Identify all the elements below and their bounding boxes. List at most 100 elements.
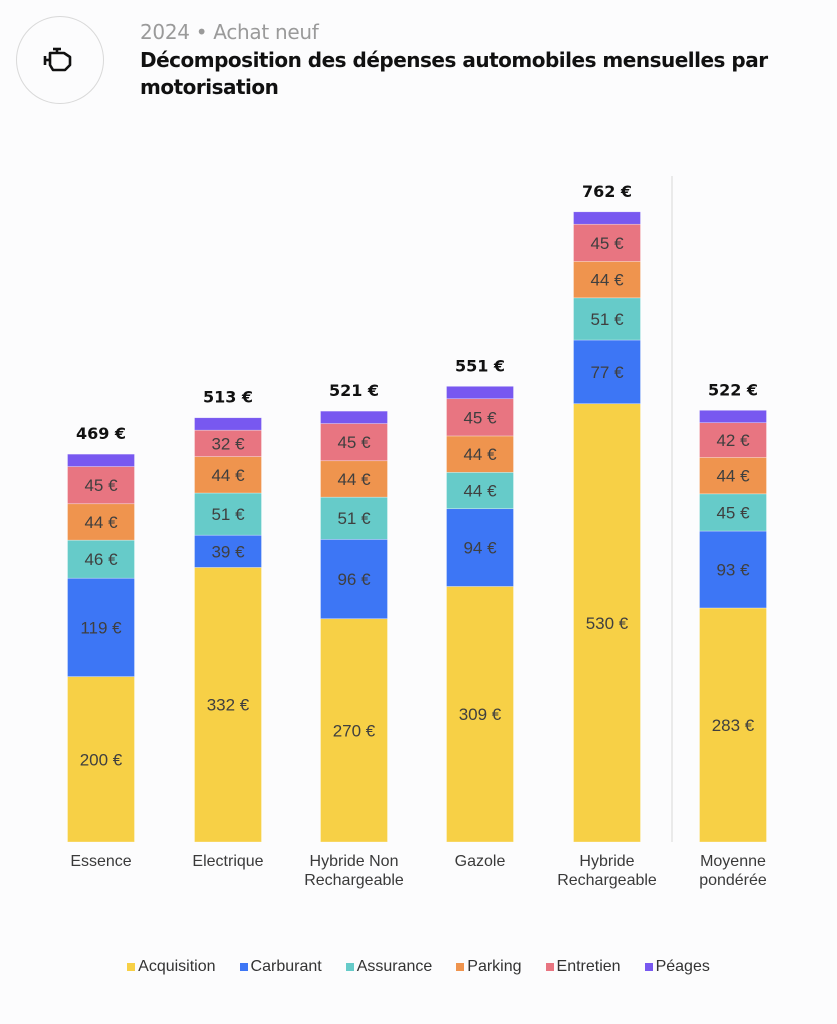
segment-value-label: 44 € [337,470,371,489]
segment-value-label: 93 € [716,561,750,580]
segment-value-label: 200 € [80,750,123,769]
bar-segment-péages [194,417,262,431]
legend-item[interactable]: Entretien [545,958,621,976]
bar-total-label: 513 € [203,388,253,407]
legend-item[interactable]: Péages [644,958,710,976]
legend-label: Assurance [356,958,433,975]
bar-segment-assurance [699,493,767,532]
legend-item[interactable]: Assurance [345,958,433,976]
segment-value-label: 44 € [463,445,497,464]
segment-value-label: 46 € [84,550,118,569]
bar-segment-carburant [699,530,767,609]
bar-segment-assurance [446,472,514,510]
bar-segment-entretien [320,423,388,462]
segment-value-label: 32 € [211,434,245,453]
bar-segment-parking [699,457,767,495]
segment-value-label: 45 € [84,476,118,495]
segment-value-label: 44 € [716,467,750,486]
segment-value-label: 44 € [84,513,118,532]
bar-segment-péages [573,211,641,225]
category-tick-label: pondérée [699,872,767,889]
bar-segment-acquisition [320,618,388,843]
segment-value-label: 45 € [590,234,624,253]
chart-legend: Acquisition Carburant Assurance Parking Entr… [0,958,837,976]
bar-segment-parking [194,456,262,494]
segment-value-label: 51 € [211,505,245,524]
bar-segment-parking [320,460,388,498]
legend-swatch [239,963,248,971]
bar-segment-entretien [699,422,767,458]
bar-total-label: 469 € [76,424,126,443]
category-tick-label: Rechargeable [557,872,657,889]
bar-segment-carburant [320,539,388,620]
legend-item[interactable]: Carburant [239,958,322,976]
legend-label: Entretien [556,958,621,975]
bar-total-label: 521 € [329,381,379,400]
bar-segment-péages [699,410,767,424]
legend-item[interactable]: Parking [456,958,522,976]
bar-segment-péages [67,453,135,467]
bar-segment-assurance [573,297,641,341]
bar-segment-acquisition [573,403,641,843]
legend-swatch [345,963,354,971]
category-tick-label: Electrique [192,853,263,870]
legend-label: Parking [467,958,522,975]
category-tick-label: Rechargeable [304,872,404,889]
segment-value-label: 283 € [712,716,755,735]
bar-segment-carburant [194,534,262,568]
bar-segment-entretien [446,398,514,437]
segment-value-label: 94 € [463,539,497,558]
legend-item[interactable]: Acquisition [127,958,216,976]
bar-segment-carburant [446,508,514,587]
bar-segment-parking [67,503,135,541]
segment-value-label: 44 € [590,271,624,290]
bar-segment-acquisition [446,586,514,843]
segment-value-label: 44 € [211,466,245,485]
bar-segment-parking [446,435,514,473]
legend-swatch [545,963,554,971]
legend-swatch [127,963,136,971]
segment-value-label: 51 € [590,310,624,329]
bar-segment-entretien [67,466,135,505]
segment-value-label: 332 € [207,696,250,715]
segment-value-label: 270 € [333,721,376,740]
segment-value-label: 530 € [586,614,629,633]
bar-segment-parking [573,261,641,299]
segment-value-label: 51 € [337,509,371,528]
segment-value-label: 96 € [337,570,371,589]
bar-segment-péages [320,410,388,424]
bar-segment-péages [446,386,514,400]
stacked-bar-chart: 200 € 119 € 46 € 44 € 45 € 469 € Essence 332 € 3… [67,176,767,889]
category-tick-label: Hybride [579,853,634,870]
bar-total-label: 522 € [708,380,758,399]
segment-value-label: 39 € [211,542,245,561]
segment-value-label: 45 € [716,503,750,522]
bar-segment-acquisition [194,567,262,843]
bar-segment-assurance [320,496,388,540]
segment-value-label: 42 € [716,431,750,450]
engine-icon [43,47,72,72]
segment-value-label: 309 € [459,705,502,724]
chart-title: Décomposition des dépenses automobiles m… [140,48,768,99]
segment-value-label: 44 € [463,482,497,501]
icon-badge [16,16,104,104]
segment-value-label: 119 € [80,618,122,637]
category-tick-label: Moyenne [700,853,766,870]
segment-value-label: 45 € [337,433,371,452]
chart-subtitle: 2024 • Achat neuf [140,20,319,44]
legend-swatch [644,963,653,971]
category-tick-label: Hybride Non [310,853,399,870]
bar-segment-entretien [194,429,262,457]
category-tick-label: Essence [70,853,131,870]
legend-label: Carburant [250,958,322,975]
bar-segment-carburant [573,339,641,404]
legend-swatch [456,963,465,971]
segment-value-label: 45 € [463,408,497,427]
bar-segment-acquisition [699,607,767,843]
bar-segment-entretien [573,223,641,262]
legend-label: Péages [655,958,710,975]
category-tick-label: Gazole [455,853,506,870]
legend-label: Acquisition [138,958,216,975]
segment-value-label: 77 € [590,363,624,382]
